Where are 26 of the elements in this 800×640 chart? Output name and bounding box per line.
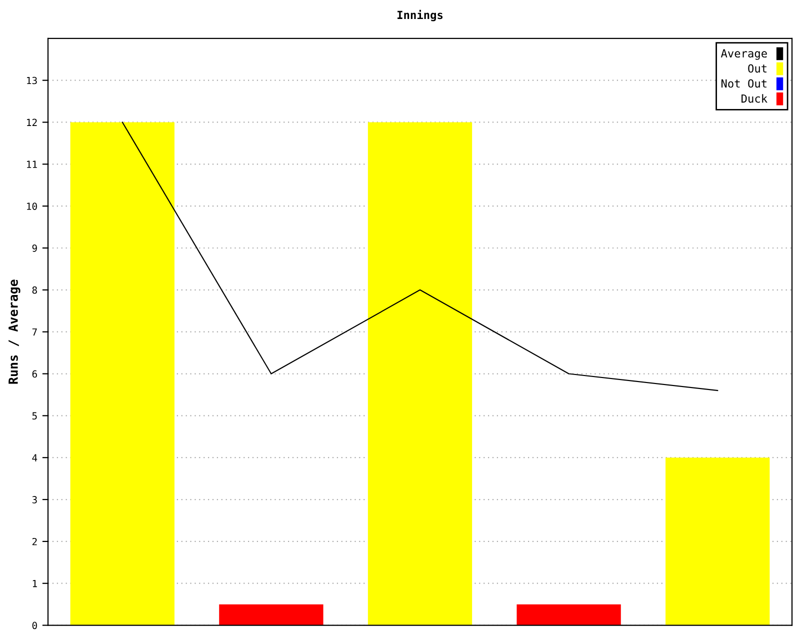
y-tick-label: 10 bbox=[27, 202, 37, 210]
legend-label: Average bbox=[720, 49, 767, 60]
y-tick-label: 7 bbox=[32, 328, 37, 336]
y-tick-label: 8 bbox=[32, 286, 37, 294]
line-series bbox=[122, 122, 718, 392]
y-tick-label: 11 bbox=[27, 160, 37, 168]
y-tick-label: 13 bbox=[27, 76, 37, 84]
y-tick-label: 1 bbox=[32, 580, 37, 588]
legend-label: Out bbox=[748, 64, 766, 73]
y-tick-label: 3 bbox=[32, 496, 37, 504]
y-tick-label: 0 bbox=[32, 622, 37, 630]
bar bbox=[666, 458, 770, 626]
y-tick-label: 2 bbox=[32, 538, 37, 546]
chart-title: Innings bbox=[398, 10, 443, 22]
y-tick-label: 6 bbox=[32, 370, 37, 378]
y-axis-title: Runs / Average bbox=[8, 280, 20, 384]
legend-label: Not Out bbox=[721, 79, 766, 88]
bar bbox=[219, 604, 324, 626]
bar bbox=[516, 604, 621, 626]
bar bbox=[368, 122, 472, 626]
legend-label: Duck bbox=[742, 94, 768, 103]
y-tick-label: 12 bbox=[27, 118, 37, 126]
y-tick-label: 5 bbox=[32, 412, 37, 420]
bar bbox=[70, 122, 174, 626]
y-tick-label: 4 bbox=[32, 454, 38, 462]
y-tick-label: 9 bbox=[32, 244, 37, 252]
